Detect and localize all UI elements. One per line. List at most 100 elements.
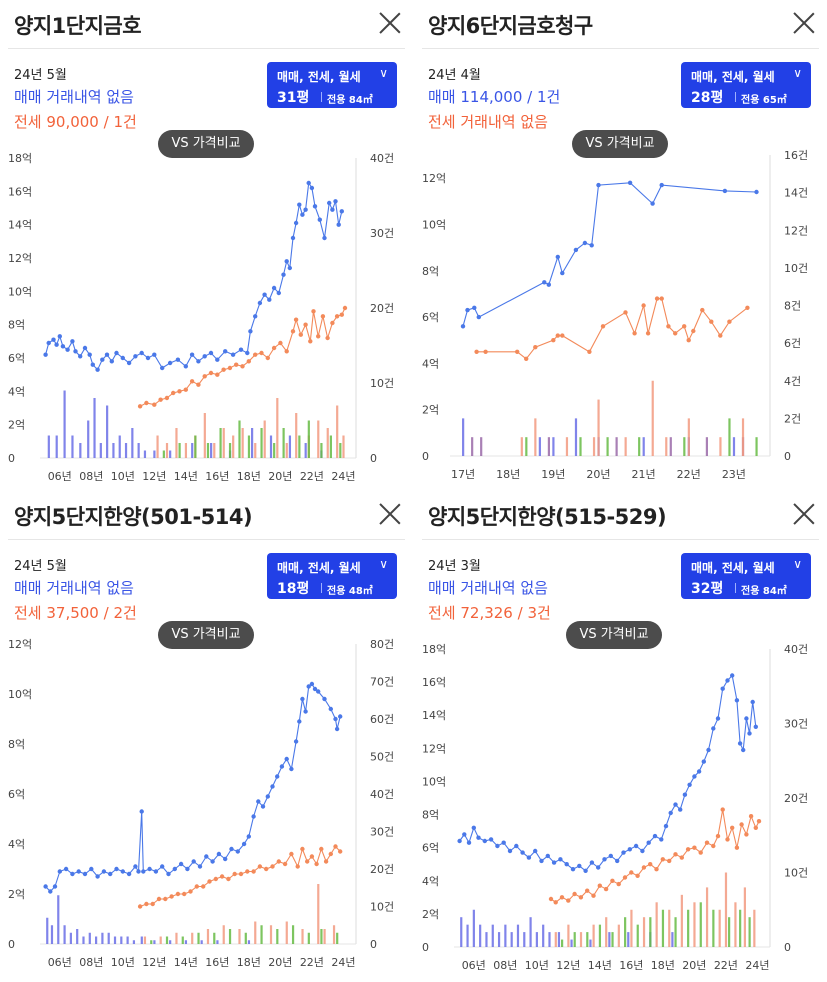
rent-point: [616, 881, 621, 887]
vs-compare-button[interactable]: VS 가격비교: [566, 621, 662, 649]
y2-tick-label: 10건: [784, 867, 808, 880]
x-tick-label: 22년: [677, 468, 701, 481]
y-tick-label: 4억: [8, 838, 25, 851]
volume-bar: [687, 909, 690, 947]
panel-3: 양지5단지한양(515-529) 24년 3월 매매 거래내역 없음 전세 72…: [414, 491, 827, 982]
sale-point: [678, 807, 683, 812]
volume-bar: [510, 932, 513, 947]
volume-bar: [47, 435, 50, 458]
area-selector-button[interactable]: 매매, 전세, 월세 ∨ 32평 전용 84㎡: [681, 553, 811, 599]
rent-point: [152, 402, 157, 407]
volume-bar: [534, 418, 537, 456]
rent-point: [232, 871, 237, 877]
area-selector-button[interactable]: 매매, 전세, 월세 ∨ 31평 전용 84㎡: [267, 62, 397, 108]
y-tick-label: 12억: [422, 742, 446, 755]
sale-point: [465, 307, 470, 313]
volume-bar: [638, 437, 641, 456]
volume-bar: [55, 435, 58, 458]
sale-point: [197, 864, 203, 869]
sale-point: [297, 202, 302, 207]
volume-bar: [175, 932, 178, 944]
y2-tick-label: 10건: [370, 377, 394, 390]
sale-point: [230, 352, 236, 357]
sale-point: [715, 716, 721, 721]
volume-bar: [655, 902, 658, 947]
rent-point: [338, 849, 343, 854]
sale-point: [300, 696, 305, 702]
rent-point: [725, 837, 730, 842]
rent-point: [240, 364, 245, 369]
rent-point: [201, 884, 206, 889]
size-label: 32평: [691, 581, 724, 597]
sale-point: [114, 350, 119, 356]
sale-point: [627, 847, 632, 852]
sale-point: [275, 774, 280, 779]
y2-tick-label: 60건: [370, 713, 394, 726]
x-tick-label: 20년: [268, 470, 292, 483]
sale-point: [730, 673, 735, 678]
volume-bar: [466, 924, 469, 947]
volume-bar: [184, 940, 188, 944]
sale-point: [701, 759, 706, 764]
sale-point: [284, 756, 289, 762]
sale-point: [76, 869, 81, 874]
sale-point: [167, 360, 173, 366]
sale-point: [744, 716, 749, 721]
rent-point: [559, 895, 565, 900]
rent-point: [251, 869, 256, 874]
sale-point: [564, 862, 569, 867]
volume-bar: [213, 443, 216, 458]
volume-bar: [69, 932, 72, 944]
rent-point: [182, 891, 187, 897]
volume-bar: [557, 932, 561, 947]
volume-bar: [480, 437, 483, 456]
area-selector-button[interactable]: 매매, 전세, 월세 ∨ 28평 전용 65㎡: [681, 62, 811, 108]
rent-point: [715, 833, 721, 839]
rent-point: [698, 850, 703, 855]
volume-bar: [748, 917, 751, 947]
rent-point: [753, 825, 758, 830]
date-label: 24년 4월: [428, 68, 481, 83]
rent-point: [144, 901, 149, 907]
volume-bar: [232, 435, 235, 458]
rent-point: [533, 345, 538, 350]
price-chart: 0 2억 4억 6억 8억 10억 12억 0 10건 20건 30건 40건 50건 60건 70건 80건…: [8, 638, 394, 969]
vs-compare-button[interactable]: VS 가격비교: [158, 130, 254, 158]
sale-point: [65, 347, 70, 352]
rent-point: [253, 352, 258, 357]
sale-point: [754, 189, 759, 195]
volume-bar: [63, 925, 66, 944]
rent-point: [711, 843, 716, 849]
volume-bar: [728, 917, 731, 947]
vs-compare-button[interactable]: VS 가격비교: [572, 130, 668, 158]
volume-bar: [131, 428, 134, 458]
sale-point: [542, 280, 547, 285]
rent-series-line: [550, 809, 760, 903]
panel-2: 양지5단지한양(501-514) 24년 5월 매매 거래내역 없음 전세 37…: [0, 491, 413, 982]
sale-point: [457, 838, 462, 844]
sale-point: [208, 350, 214, 356]
area-selector-button[interactable]: 매매, 전세, 월세 ∨ 18평 전용 48㎡: [267, 553, 397, 599]
volume-bar: [165, 936, 169, 944]
volume-bar: [668, 909, 671, 947]
volume-bar: [162, 450, 165, 458]
sale-point: [339, 209, 344, 214]
volume-bar: [76, 929, 79, 944]
rent-point: [730, 825, 735, 830]
sale-point: [646, 840, 651, 845]
x-tick-label: 06년: [48, 470, 72, 483]
rent-point: [265, 355, 270, 361]
sale-point: [711, 726, 716, 731]
volume-bar: [260, 428, 263, 458]
rent-point: [739, 822, 744, 827]
sale-point: [172, 866, 177, 872]
volume-bar: [547, 437, 550, 456]
rent-point: [483, 349, 488, 354]
deal-types-label: 매매, 전세, 월세: [277, 70, 361, 84]
volume-bar: [88, 932, 91, 944]
volume-bar: [693, 902, 696, 947]
vs-compare-button[interactable]: VS 가격비교: [158, 621, 254, 649]
volume-bar: [728, 418, 731, 456]
x-tick-label: 22년: [714, 959, 738, 972]
volume-bar: [743, 887, 746, 947]
